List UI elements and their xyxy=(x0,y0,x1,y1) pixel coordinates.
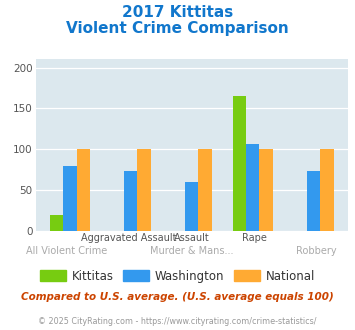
Text: Compared to U.S. average. (U.S. average equals 100): Compared to U.S. average. (U.S. average … xyxy=(21,292,334,302)
Bar xyxy=(50,214,63,231)
Bar xyxy=(137,149,151,231)
Bar xyxy=(233,96,246,231)
Bar xyxy=(124,171,137,231)
Bar xyxy=(307,171,320,231)
Bar xyxy=(260,149,273,231)
Bar xyxy=(77,149,90,231)
Text: © 2025 CityRating.com - https://www.cityrating.com/crime-statistics/: © 2025 CityRating.com - https://www.city… xyxy=(38,317,317,326)
Text: Murder & Mans...: Murder & Mans... xyxy=(150,246,234,256)
Text: Rape: Rape xyxy=(242,233,267,243)
Bar xyxy=(63,166,77,231)
Text: All Violent Crime: All Violent Crime xyxy=(26,246,107,256)
Bar xyxy=(198,149,212,231)
Text: Aggravated Assault: Aggravated Assault xyxy=(81,233,177,243)
Text: Robbery: Robbery xyxy=(296,246,337,256)
Bar xyxy=(320,149,334,231)
Text: 2017 Kittitas: 2017 Kittitas xyxy=(122,5,233,20)
Text: Violent Crime Comparison: Violent Crime Comparison xyxy=(66,21,289,36)
Legend: Kittitas, Washington, National: Kittitas, Washington, National xyxy=(35,265,320,287)
Bar xyxy=(246,145,260,231)
Bar xyxy=(185,182,198,231)
Text: Assault: Assault xyxy=(174,233,209,243)
